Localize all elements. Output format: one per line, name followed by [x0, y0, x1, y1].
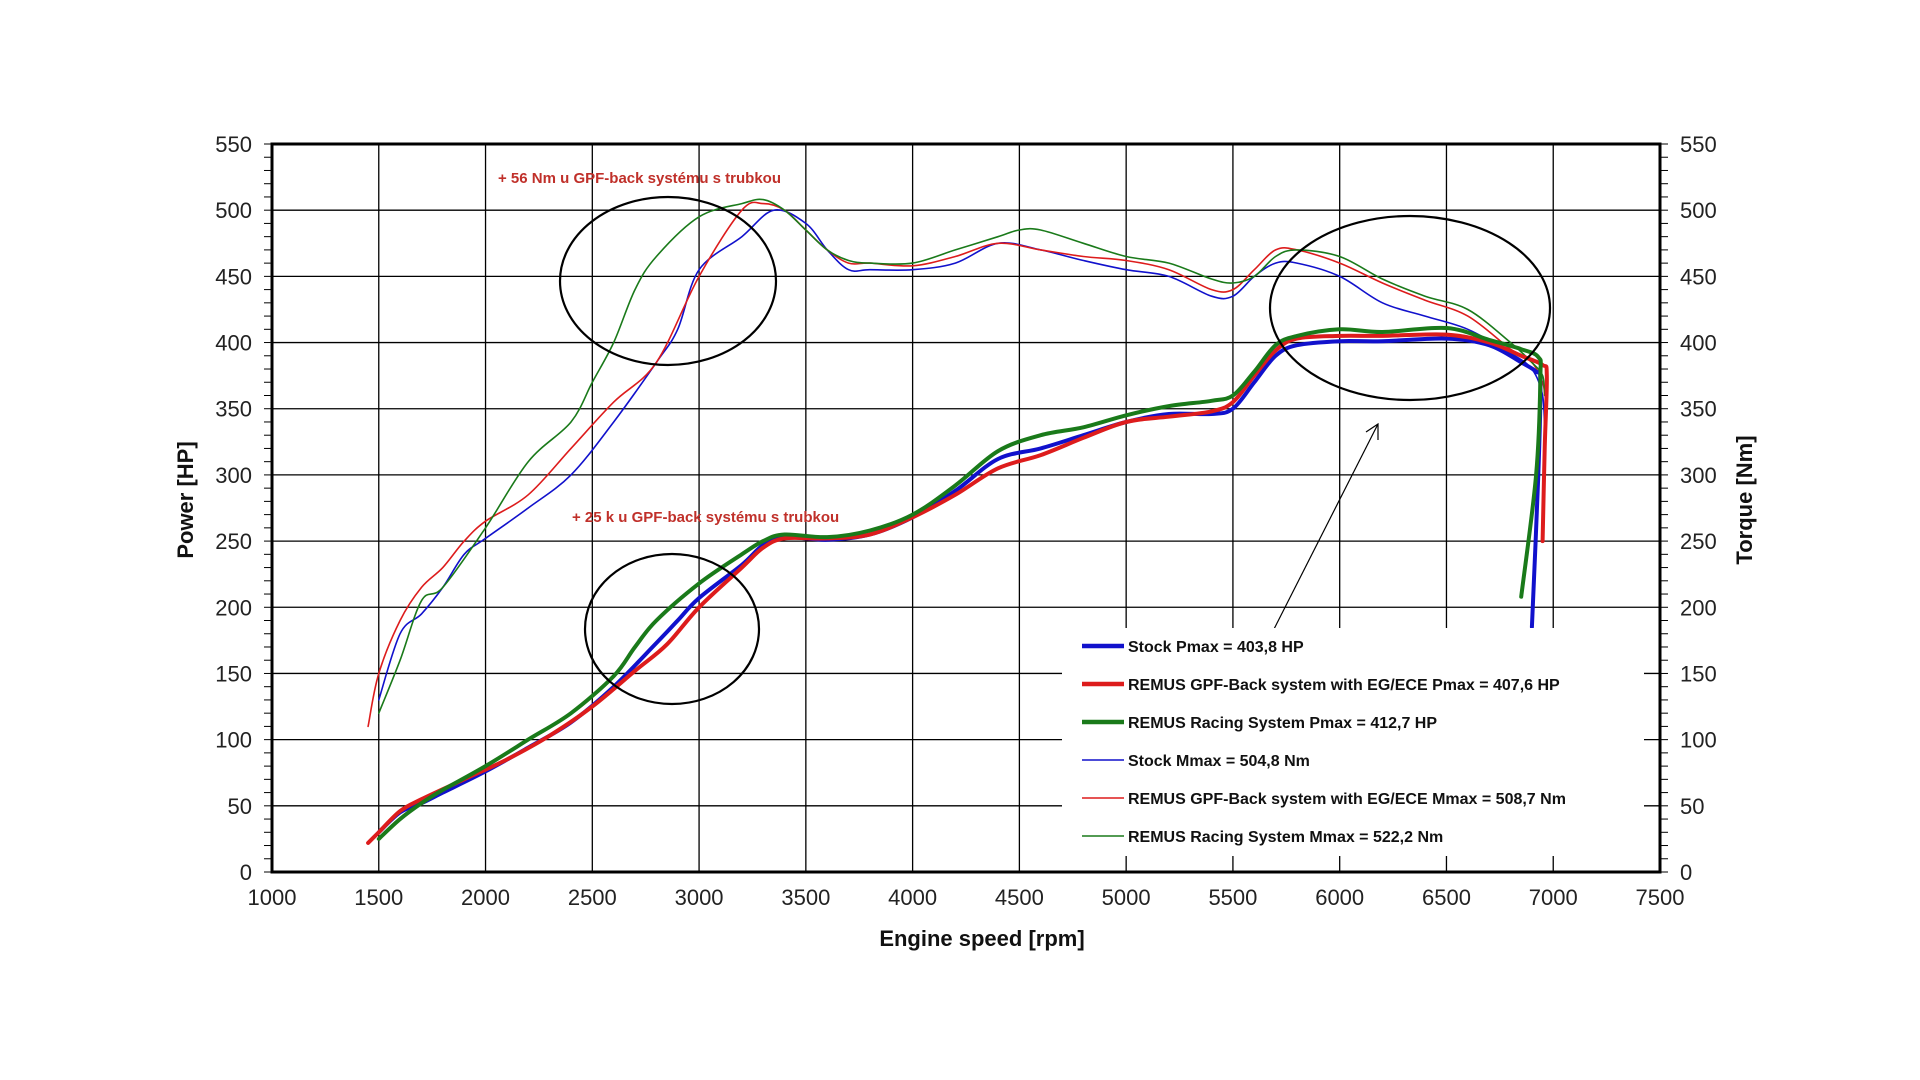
x-tick-label: 7000 [1529, 885, 1578, 910]
series-lines [366, 198, 1549, 845]
y-tick-label: 0 [240, 860, 252, 885]
y-tick-label: 550 [215, 132, 252, 157]
x-tick-label: 3000 [675, 885, 724, 910]
y-tick-label: 250 [215, 529, 252, 554]
y2-tick-label: 450 [1680, 264, 1717, 289]
overlay-markings [558, 195, 1552, 706]
legend-box [1062, 628, 1644, 856]
arrow-shaft [1271, 423, 1379, 634]
y2-tick-label: 500 [1680, 198, 1717, 223]
y-tick-label: 500 [215, 198, 252, 223]
series-line-4 [367, 201, 1546, 728]
y-tick-label: 100 [215, 728, 252, 753]
y2-tick-label: 250 [1680, 529, 1717, 554]
y-tick-label: 150 [215, 661, 252, 686]
torque-highlight-ellipse [558, 195, 778, 367]
power-highlight-ellipse [583, 552, 761, 706]
y-tick-label: 450 [215, 264, 252, 289]
y2-tick-label: 50 [1680, 794, 1704, 819]
y-tick-label: 50 [228, 794, 252, 819]
x-tick-label: 1000 [248, 885, 297, 910]
series-line-3 [378, 209, 1546, 701]
x-tick-label: 1500 [354, 885, 403, 910]
y2-tick-label: 150 [1680, 661, 1717, 686]
x-tick-label: 6500 [1422, 885, 1471, 910]
series-line-5 [378, 198, 1546, 714]
y2-tick-label: 300 [1680, 463, 1717, 488]
y-axis-label: Power [HP] [173, 441, 198, 558]
x-tick-label: 2500 [568, 885, 617, 910]
series-line-1 [366, 332, 1549, 845]
x-tick-label: 5000 [1102, 885, 1151, 910]
y-tick-label: 200 [215, 595, 252, 620]
x-tick-label: 6000 [1315, 885, 1364, 910]
legend-entry: REMUS Racing System Mmax = 522,2 Nm [1128, 829, 1443, 846]
legend-entry: REMUS GPF-Back system with EG/ECE Mmax =… [1128, 791, 1566, 808]
y-tick-label: 400 [215, 331, 252, 356]
y-tick-label: 350 [215, 397, 252, 422]
series-line-2 [376, 325, 1543, 841]
x-tick-label: 3500 [781, 885, 830, 910]
x-tick-label: 5500 [1208, 885, 1257, 910]
y2-tick-label: 0 [1680, 860, 1692, 885]
plot-frame [270, 142, 1662, 874]
axis-ticks: 1000 1500 2000 2500 3000 3500 4000 4500 5000 5500… [215, 132, 1716, 910]
arrow-head [1365, 422, 1379, 440]
x-tick-label: 7500 [1636, 885, 1685, 910]
y2-tick-label: 350 [1680, 397, 1717, 422]
y2-tick-label: 550 [1680, 132, 1717, 157]
legend-entry: REMUS GPF-Back system with EG/ECE Pmax =… [1128, 677, 1560, 694]
x-axis-label: Engine speed [rpm] [879, 926, 1084, 951]
y2-axis-label: Torque [Nm] [1732, 435, 1757, 564]
legend-entry: REMUS Racing System Pmax = 412,7 HP [1128, 715, 1437, 732]
legend-entry: Stock Pmax = 403,8 HP [1128, 639, 1304, 656]
legend: Stock Pmax = 403,8 HP REMUS GPF-Back syst… [1062, 628, 1644, 856]
y-tick-label: 300 [215, 463, 252, 488]
x-tick-label: 4500 [995, 885, 1044, 910]
torque-gain-annotation: + 56 Nm u GPF-back systému s trubkou [498, 170, 781, 187]
y2-tick-label: 400 [1680, 331, 1717, 356]
x-tick-label: 4000 [888, 885, 937, 910]
peak-highlight-ellipse [1268, 214, 1552, 402]
power-gain-annotation: + 25 k u GPF-back systému s trubkou [572, 509, 839, 526]
y2-tick-label: 100 [1680, 728, 1717, 753]
x-tick-label: 2000 [461, 885, 510, 910]
y2-tick-label: 200 [1680, 595, 1717, 620]
legend-entry: Stock Mmax = 504,8 Nm [1128, 753, 1310, 770]
